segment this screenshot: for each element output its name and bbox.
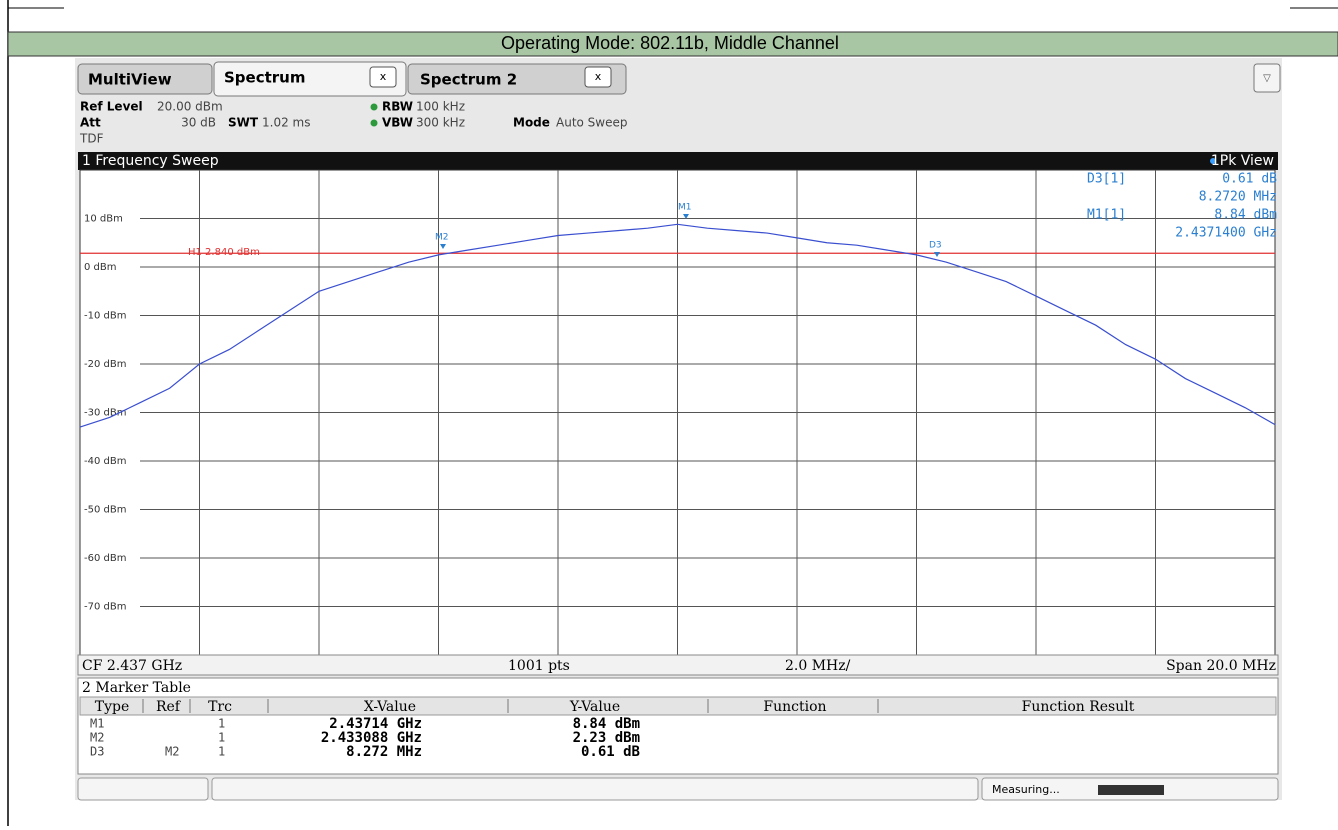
status-field (77, 777, 209, 801)
table-cell: 1 (218, 731, 225, 745)
tab-label: MultiView (88, 71, 172, 89)
status-text: Measuring... (992, 783, 1060, 796)
trace (79, 223, 1276, 428)
close-icon: x (595, 70, 602, 83)
marker-info-name: D3[1] (1087, 172, 1126, 187)
table-cell: M2 (165, 745, 179, 759)
plot-footer (77, 654, 1279, 676)
table-title: 2 Marker Table (82, 680, 191, 696)
marker-info-value: 0.61 dB (1222, 172, 1277, 187)
table-cell: M2 (90, 731, 104, 745)
close-icon: x (380, 70, 387, 83)
table-cell: 1 (218, 717, 225, 731)
column-header: Trc (208, 699, 232, 715)
y-tick-label: -70 dBm (84, 602, 126, 613)
y-tick-label: -30 dBm (84, 408, 126, 419)
value: 300 kHz (416, 116, 465, 130)
value: TDF (79, 132, 104, 146)
marker-label: M2 (435, 233, 449, 243)
table-header (79, 696, 1277, 716)
y-tick-label: 10 dBm (84, 214, 123, 225)
dropdown[interactable] (1253, 63, 1281, 93)
marker-info-x: 8.2720 MHz (1199, 190, 1277, 205)
header-band (7, 31, 1338, 57)
table-cell: 2.43714 GHz (329, 716, 422, 732)
table-cell: 2.433088 GHz (321, 730, 422, 746)
marker-info-value: 8.84 dBm (1214, 208, 1277, 223)
marker-info-x: 2.4371400 GHz (1175, 226, 1277, 241)
y-tick-label: -60 dBm (84, 553, 126, 564)
settings: Ref Level 20.00 dBm Att 30 dB SWT 1.02 m… (79, 100, 628, 146)
y-tick-label: -50 dBm (84, 505, 126, 516)
table-cell: 8.84 dBm (573, 716, 640, 732)
table-body: Type Ref Trc X-Value Y-Value Function Function… (90, 699, 1135, 760)
threshold-label: H1 2.840 dBm (188, 247, 260, 258)
tab[interactable] (213, 61, 407, 97)
tab[interactable] (407, 63, 627, 95)
tab-close[interactable] (369, 66, 397, 88)
y-tick-label: 0 dBm (84, 262, 117, 273)
status-dot (370, 103, 378, 111)
column-header: Y-Value (569, 699, 620, 715)
marker-info-name: M1[1] (1087, 208, 1126, 223)
marker-glyph (440, 244, 446, 249)
dropdown-icon: ▽ (1263, 73, 1271, 84)
header-title: Operating Mode: 802.11b, Middle Channel (501, 33, 839, 53)
value: 1.02 ms (262, 116, 310, 130)
y-tick-label: -20 dBm (84, 359, 126, 370)
column-header: Ref (156, 699, 182, 715)
value: 20.00 dBm (157, 100, 223, 114)
table-cell: 8.272 MHz (346, 744, 422, 760)
tab-close[interactable] (584, 66, 612, 88)
label: Ref Level (80, 100, 143, 114)
column-header: X-Value (364, 699, 416, 715)
label: VBW (382, 116, 413, 130)
progress-bar (1098, 785, 1164, 795)
value: 100 kHz (416, 100, 465, 114)
tab[interactable] (77, 63, 213, 95)
table-cell: M1 (90, 717, 104, 731)
chart-titlebar (78, 152, 1278, 170)
y-tick-label: -40 dBm (84, 456, 126, 467)
status-field (211, 777, 979, 801)
column-header: Function (763, 699, 826, 715)
footer-cf: CF 2.437 GHz (82, 658, 182, 674)
value: Auto Sweep (556, 116, 628, 130)
column-header: Type (95, 699, 130, 715)
marker-glyph (934, 252, 940, 257)
table-cell: 0.61 dB (581, 744, 640, 760)
table-cell: 2.23 dBm (573, 730, 640, 746)
y-tick-label: -10 dBm (84, 311, 126, 322)
footer-span: Span 20.0 MHz (1166, 658, 1276, 674)
tab-label: Spectrum (224, 69, 305, 87)
column-header: Function Result (1022, 699, 1135, 715)
marker-glyph (683, 214, 689, 219)
marker-table (77, 677, 1279, 775)
view-dot (1210, 158, 1216, 164)
label: RBW (382, 100, 413, 114)
label: Att (80, 116, 101, 130)
table-cell: 1 (218, 745, 225, 759)
marker-label: D3 (929, 241, 942, 251)
status-dot (370, 119, 378, 127)
chart-title: 1 Frequency Sweep (82, 153, 219, 169)
value: 30 dB (181, 116, 216, 130)
table-cell: D3 (90, 745, 104, 759)
footer-points: 1001 pts (508, 658, 570, 674)
view-label: 1Pk View (1211, 153, 1274, 169)
label: Mode (513, 116, 550, 130)
label: SWT (228, 116, 259, 130)
tab-label: Spectrum 2 (420, 71, 517, 89)
plot: 10 dBm 0 dBm -10 dBm -20 dBm -30 dBm -40 dBm -… (79, 170, 1277, 655)
footer-div: 2.0 MHz/ (785, 658, 851, 674)
marker-label: M1 (678, 203, 692, 213)
